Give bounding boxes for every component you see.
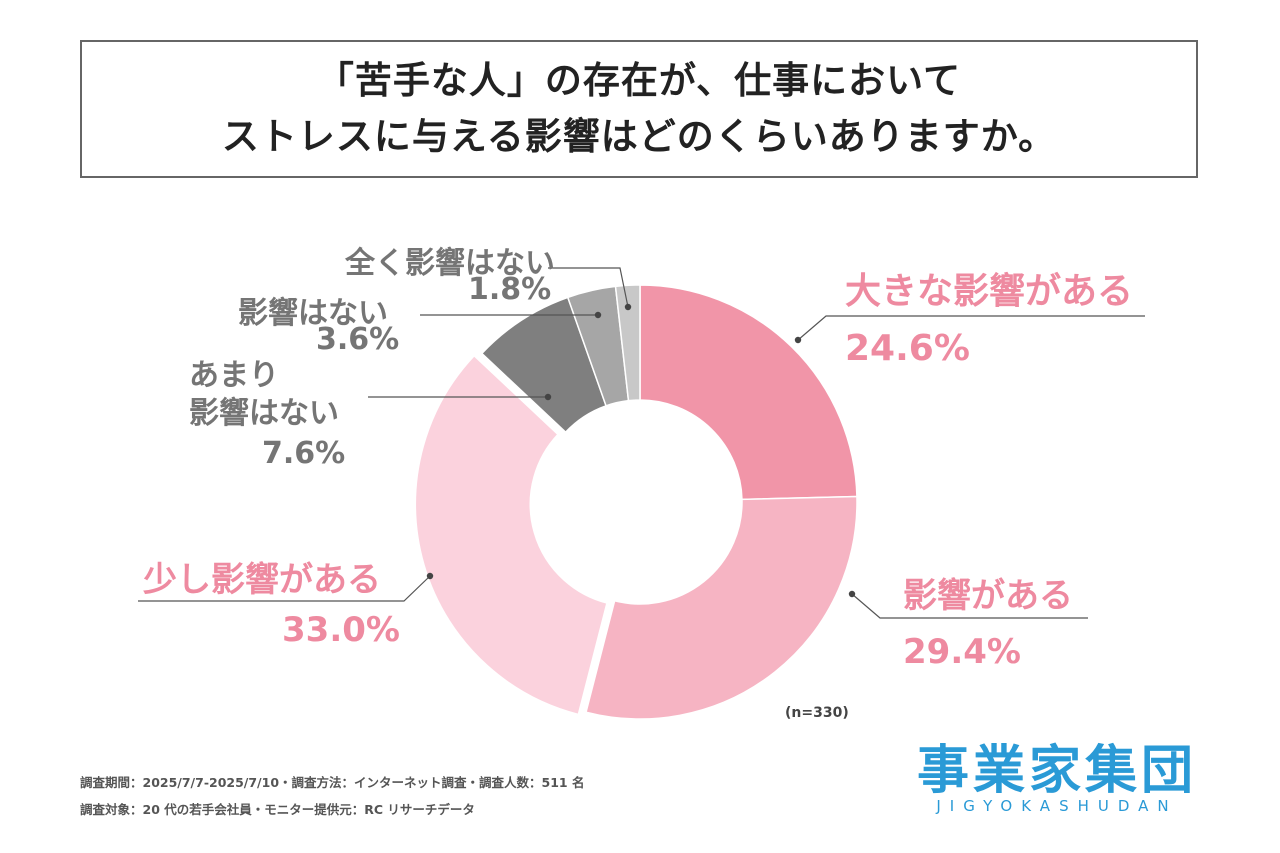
value-none-at-all: 1.8% (468, 272, 552, 307)
label-large-impact: 大きな影響がある (845, 271, 1134, 312)
label-little-impact-line2: 影響はない (189, 396, 339, 431)
leader-little-impact-dot (544, 393, 552, 401)
leader-small-impact (138, 575, 431, 602)
slice-small-impact (414, 354, 608, 716)
donut-slices (414, 284, 858, 720)
title-line-1: 「苦手な人」の存在が、仕事において (316, 59, 962, 102)
label-small-impact: 少し影響がある (143, 560, 381, 600)
leader-large-impact-dot (794, 336, 802, 344)
value-little-impact: 7.6% (262, 436, 346, 471)
sample-size: (n=330) (785, 705, 849, 721)
title-line-2: ストレスに与える影響はどのくらいありますか。 (221, 115, 1057, 158)
leader-large-impact (797, 315, 1145, 341)
value-large-impact: 24.6% (845, 328, 970, 369)
logo: 事業家集団 (916, 741, 1197, 801)
label-little-impact-line1: あまり (189, 358, 279, 393)
leader-none-at-all-dot (624, 303, 632, 311)
value-impact: 29.4% (903, 632, 1021, 672)
value-small-impact: 33.0% (282, 610, 400, 650)
leader-impact-dot (848, 590, 856, 598)
label-impact: 影響がある (903, 576, 1073, 616)
slice-impact (585, 495, 858, 720)
leader-none-at-all (548, 267, 629, 308)
footer-survey-target: 調査対象：20 代の若手会社員・モニター提供元：RC リサーチデータ (80, 802, 475, 817)
title-box: 「苦手な人」の存在が、仕事において ストレスに与える影響はどのくらいありますか。 (80, 40, 1198, 178)
leader-impact (851, 593, 1088, 619)
label-none-at-all: 全く影響はない (345, 246, 555, 281)
logo-subtitle: JIGYOKASHUDAN (936, 797, 1178, 815)
leader-no-impact-dot (594, 311, 602, 319)
value-no-impact: 3.6% (316, 322, 400, 357)
leader-small-impact-dot (426, 572, 434, 580)
leader-lines (138, 267, 1145, 619)
label-no-impact: 影響はない (238, 296, 388, 331)
footer-survey-info: 調査期間：2025/7/7-2025/7/10・調査方法：インターネット調査・調… (80, 775, 585, 790)
slice-large-impact (639, 284, 858, 501)
